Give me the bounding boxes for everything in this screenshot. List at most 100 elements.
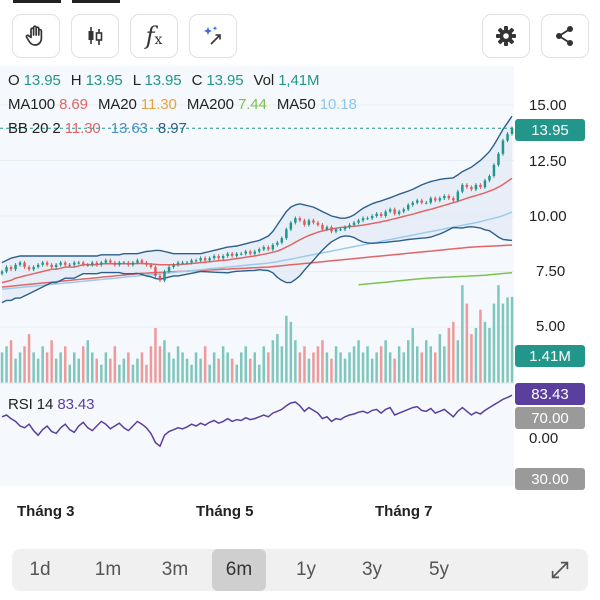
rsi-legend: RSI 14 83.43 bbox=[8, 396, 100, 413]
volume-bar bbox=[185, 358, 189, 383]
month-label: Tháng 5 bbox=[196, 503, 254, 520]
candle-body bbox=[0, 271, 4, 274]
candle-body bbox=[64, 262, 67, 265]
volume-bar bbox=[352, 346, 356, 383]
candle-body bbox=[249, 251, 252, 254]
volume-bar bbox=[91, 352, 94, 383]
chart-type-button[interactable] bbox=[71, 14, 119, 58]
candle-body bbox=[379, 213, 383, 216]
candle-body bbox=[145, 262, 148, 265]
candle-body bbox=[100, 262, 103, 265]
candle-body bbox=[339, 229, 342, 231]
candle-body bbox=[140, 260, 144, 263]
candle-body bbox=[122, 262, 126, 264]
volume-bar bbox=[0, 352, 4, 383]
range-button-1m[interactable]: 1m bbox=[94, 559, 122, 580]
volume-bar bbox=[370, 358, 374, 383]
range-button-1d[interactable]: 1d bbox=[29, 559, 51, 580]
ma50-value: 10.18 bbox=[319, 96, 357, 113]
volume-bar bbox=[492, 303, 496, 383]
settings-button[interactable] bbox=[482, 14, 530, 58]
volume-bar bbox=[429, 346, 432, 383]
fullscreen-button[interactable] bbox=[538, 549, 582, 591]
volume-bar bbox=[118, 364, 121, 383]
candle-body bbox=[456, 191, 460, 201]
rsi-line bbox=[1, 394, 513, 448]
candle-body bbox=[59, 262, 62, 265]
candle-body bbox=[91, 262, 94, 265]
candle-body bbox=[163, 271, 166, 281]
function-icon-x: x bbox=[154, 32, 163, 48]
rsi-legend-value: 83.43 bbox=[57, 396, 95, 413]
candle-body bbox=[429, 198, 432, 203]
candle-body bbox=[434, 198, 437, 201]
volume-bar bbox=[298, 352, 302, 383]
volume-bar bbox=[420, 352, 423, 383]
candlestick-icon bbox=[88, 27, 103, 45]
candle-body bbox=[312, 220, 315, 223]
candle-body bbox=[361, 218, 365, 221]
candle-body bbox=[194, 260, 198, 262]
candle-body bbox=[447, 196, 451, 199]
bollinger-band-fill bbox=[2, 116, 512, 303]
candle-body bbox=[185, 262, 189, 264]
candle-body bbox=[104, 260, 108, 263]
range-button-6m[interactable]: 6m bbox=[212, 549, 266, 591]
candle-body bbox=[149, 264, 153, 267]
volume-bar bbox=[36, 358, 40, 383]
volume-bar bbox=[14, 358, 17, 383]
volume-tag: 1.41M bbox=[515, 345, 585, 367]
candle-body bbox=[235, 253, 238, 256]
candle-body bbox=[307, 220, 311, 225]
drawing-tool-button[interactable] bbox=[12, 14, 60, 58]
candle-body bbox=[23, 262, 26, 267]
range-button-3m[interactable]: 3m bbox=[161, 559, 189, 580]
bollinger-upper-value: 11.30 bbox=[64, 120, 101, 137]
ma50-line bbox=[1, 211, 513, 291]
candle-body bbox=[118, 262, 121, 265]
price-tick-label: 15.00 bbox=[529, 97, 567, 114]
share-button[interactable] bbox=[541, 14, 589, 58]
candle-body bbox=[14, 264, 17, 270]
volume-bar bbox=[384, 340, 387, 383]
month-label: Tháng 3 bbox=[17, 503, 75, 520]
volume-bar bbox=[122, 358, 126, 383]
volume-bar bbox=[447, 328, 451, 383]
candle-body bbox=[82, 262, 85, 265]
range-button-1y[interactable]: 1y bbox=[295, 559, 317, 580]
volume-bar bbox=[176, 346, 180, 383]
candle-body bbox=[217, 256, 220, 259]
range-button-3y[interactable]: 3y bbox=[361, 559, 383, 580]
volume-bar bbox=[402, 352, 405, 383]
expand-icon bbox=[551, 561, 569, 579]
indicators-button[interactable]: fx bbox=[130, 14, 178, 58]
range-button-5y[interactable]: 5y bbox=[428, 559, 450, 580]
candle-body bbox=[501, 140, 505, 154]
candle-body bbox=[5, 267, 8, 272]
volume-bar bbox=[59, 352, 62, 383]
ma200-line bbox=[358, 272, 513, 286]
candle-body bbox=[9, 267, 13, 270]
volume-bar bbox=[240, 352, 243, 383]
volume-bar bbox=[181, 352, 184, 383]
volume-bar bbox=[217, 358, 220, 383]
open-value: 13.95 bbox=[23, 72, 61, 89]
candle-body bbox=[158, 275, 162, 281]
volume-bar bbox=[253, 352, 256, 383]
volume-bar bbox=[172, 358, 175, 383]
ai-tools-button[interactable] bbox=[189, 14, 237, 58]
candle-body bbox=[262, 247, 265, 250]
rsi-label: RSI 14 bbox=[8, 396, 54, 413]
volume-bar bbox=[348, 352, 351, 383]
volume-bar bbox=[483, 321, 487, 383]
candle-body bbox=[470, 187, 473, 190]
candle-body bbox=[452, 198, 455, 201]
candle-body bbox=[176, 262, 180, 265]
toolbar-top-edge bbox=[72, 0, 120, 3]
price-chart[interactable] bbox=[0, 66, 600, 486]
volume-bar bbox=[289, 321, 293, 383]
candle-body bbox=[212, 256, 216, 259]
open-label: O bbox=[8, 72, 20, 89]
ma-legend: MA100 8.69 MA20 11.30 MA200 7.44 MA50 10… bbox=[8, 96, 363, 113]
candle-body bbox=[172, 264, 175, 267]
